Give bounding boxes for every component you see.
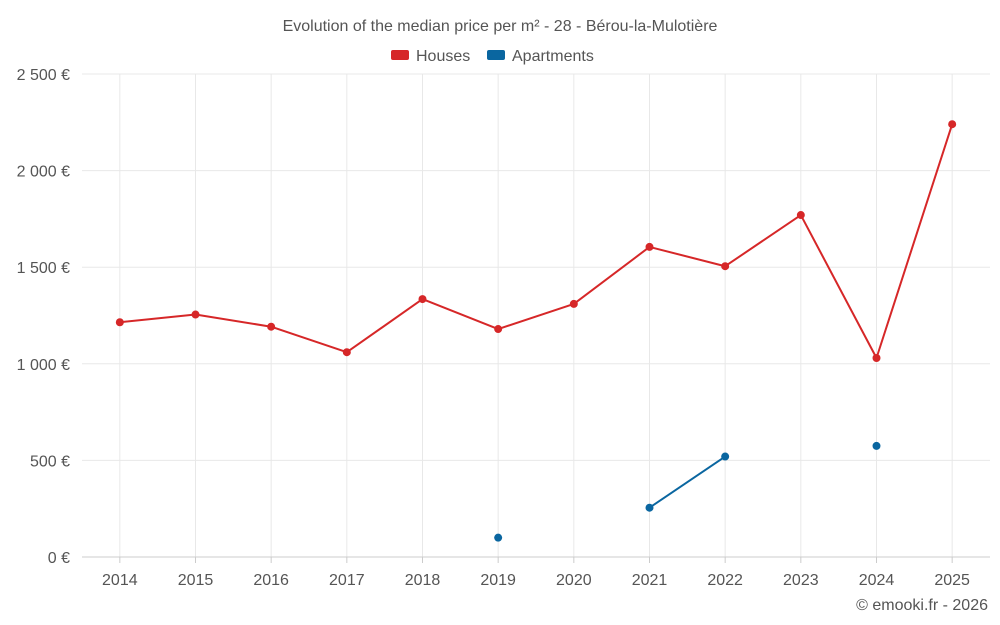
houses-point-2017[interactable]: [342, 348, 351, 357]
houses-line-segment: [497, 302, 575, 331]
apartments-line-segment: [648, 455, 727, 509]
apartments-point-2024[interactable]: [872, 441, 881, 450]
axes: 0 € 500 € 1 000 € 1 500 € 2 000 € 2 500 € 2014…: [17, 67, 990, 589]
apartments-point-2021[interactable]: [645, 503, 654, 512]
houses-point-2025[interactable]: [948, 120, 957, 129]
houses-line-segment: [875, 123, 954, 360]
x-tick-label: 2016: [253, 572, 289, 589]
y-tick-label: 500 €: [30, 453, 70, 470]
legend-item-apartments[interactable]: Apartments: [487, 48, 594, 65]
apartments-point-2019[interactable]: [494, 533, 503, 542]
houses-point-2022[interactable]: [721, 262, 730, 271]
houses-line-segment: [724, 214, 802, 268]
houses-point-2023[interactable]: [796, 211, 805, 220]
houses-point-2014[interactable]: [115, 318, 124, 327]
houses-line-segment: [648, 245, 727, 268]
y-tick-label: 1 000 €: [17, 357, 70, 374]
houses-point-2018[interactable]: [418, 295, 427, 304]
legend-item-houses[interactable]: Houses: [391, 48, 470, 65]
y-tick-label: 0 €: [48, 550, 70, 567]
legend-swatch-houses: [391, 50, 409, 60]
series-apartments: [494, 441, 881, 542]
x-tick-label: 2024: [859, 572, 895, 589]
chart-title: Evolution of the median price per m² - 2…: [283, 18, 718, 35]
legend-label-houses: Houses: [416, 48, 470, 65]
x-tick-label: 2023: [783, 572, 819, 589]
x-tick-label: 2021: [632, 572, 668, 589]
series: [115, 120, 957, 542]
y-tick-label: 1 500 €: [17, 260, 70, 277]
houses-line-segment: [421, 298, 500, 331]
houses-line-segment: [345, 298, 424, 354]
grid: [82, 73, 990, 557]
houses-point-2016[interactable]: [267, 322, 276, 331]
series-houses: [115, 120, 957, 363]
houses-line-segment: [118, 313, 197, 324]
apartments-point-2022[interactable]: [721, 452, 730, 461]
houses-point-2024[interactable]: [872, 354, 881, 363]
x-tick-label: 2015: [178, 572, 214, 589]
houses-point-2019[interactable]: [494, 325, 503, 334]
houses-line-segment: [799, 214, 878, 360]
x-tick-label: 2022: [707, 572, 743, 589]
x-tick-label: 2014: [102, 572, 138, 589]
legend-swatch-apartments: [487, 50, 505, 60]
x-tick-label: 2019: [480, 572, 516, 589]
x-tick-label: 2020: [556, 572, 592, 589]
x-tick-label: 2025: [934, 572, 970, 589]
houses-line-segment: [194, 313, 273, 328]
houses-point-2015[interactable]: [191, 310, 200, 319]
credit-text: © emooki.fr - 2026: [856, 597, 988, 614]
houses-line-segment: [572, 245, 651, 305]
houses-point-2020[interactable]: [569, 299, 578, 308]
legend-label-apartments: Apartments: [512, 48, 594, 65]
y-tick-label: 2 000 €: [17, 164, 70, 181]
houses-line-segment: [270, 325, 348, 354]
y-tick-label: 2 500 €: [17, 67, 70, 84]
x-tick-label: 2017: [329, 572, 365, 589]
x-tick-label: 2018: [405, 572, 441, 589]
legend: Houses Apartments: [391, 48, 594, 65]
houses-point-2021[interactable]: [645, 242, 654, 251]
